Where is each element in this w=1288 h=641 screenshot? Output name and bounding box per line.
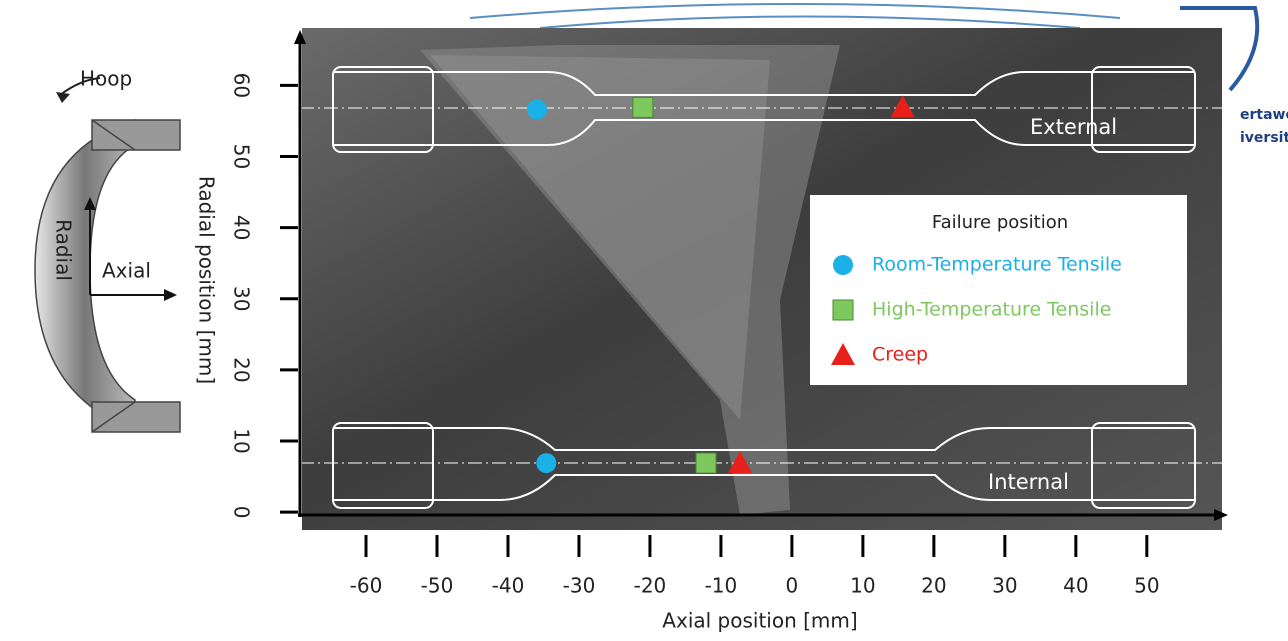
logo-text: ertawe [1240, 107, 1288, 123]
x-tick-label: 40 [1063, 574, 1088, 598]
diagram-label: Hoop [80, 67, 132, 91]
legend-marker [833, 300, 853, 320]
x-tick-label: 30 [992, 574, 1017, 598]
x-axis-title: Axial position [mm] [662, 609, 857, 633]
x-tick-label: 10 [850, 574, 875, 598]
y-tick-label: 40 [230, 215, 254, 240]
legend-title: Failure position [932, 212, 1068, 233]
y-tick-label: 0 [230, 506, 254, 519]
y-tick-label: 60 [230, 73, 254, 98]
x-tick-label: -10 [705, 574, 738, 598]
legend-marker [833, 255, 853, 275]
y-axis-title: Radial position [mm] [195, 176, 219, 384]
y-tick-label: 20 [230, 357, 254, 382]
y-tick-label: 50 [230, 144, 254, 169]
chart: ertawe iversity External Internal Hoop R… [0, 0, 1288, 641]
x-tick-label: -30 [563, 574, 596, 598]
x-tick-label: 0 [786, 574, 799, 598]
logo-text: iversity [1240, 130, 1288, 146]
diagram-label: Axial [102, 259, 151, 283]
data-point [527, 100, 547, 120]
annotation: External [1030, 115, 1117, 139]
x-tick-label: -60 [350, 574, 383, 598]
annotation: Internal [988, 470, 1069, 494]
legend-label: High-Temperature Tensile [872, 299, 1111, 321]
x-tick-label: 50 [1134, 574, 1159, 598]
y-tick-label: 30 [230, 286, 254, 311]
data-point [633, 97, 653, 117]
legend-label: Creep [872, 344, 928, 366]
x-tick-label: -40 [492, 574, 525, 598]
y-tick-label: 10 [230, 428, 254, 453]
x-tick-label: 20 [921, 574, 946, 598]
x-tick-label: -20 [634, 574, 667, 598]
legend-label: Room-Temperature Tensile [872, 254, 1122, 276]
x-tick-label: -50 [421, 574, 454, 598]
diagram-label: Radial [52, 219, 76, 281]
data-point [696, 453, 716, 473]
data-point [536, 453, 556, 473]
